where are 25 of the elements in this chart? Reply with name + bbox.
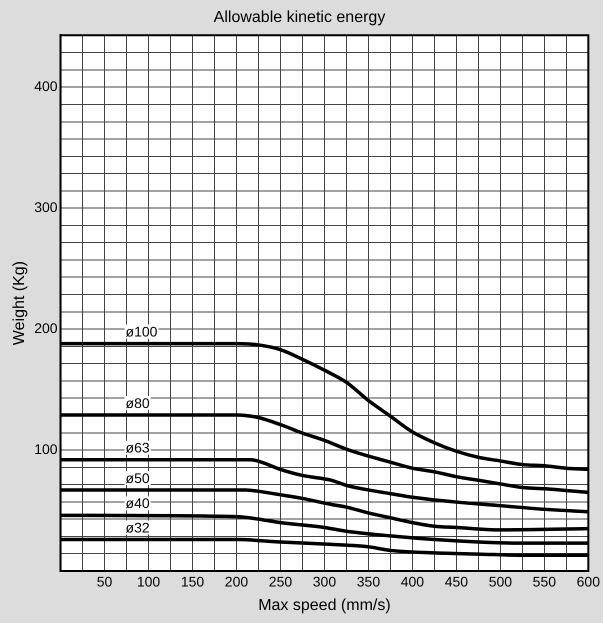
x-tick-label: 450 [444,573,468,590]
y-tick-label: 400 [34,78,58,94]
y-tick-label: 100 [34,440,58,457]
series-label: ø63 [126,440,150,456]
series-label: ø32 [126,519,150,536]
x-tick-label: 300 [312,573,336,590]
x-tick-label: 600 [576,573,600,590]
x-tick-label: 500 [488,573,512,590]
x-axis-title: Max speed (mm/s) [258,596,391,614]
x-tick-label: 200 [224,573,248,590]
y-tick-label: 300 [34,199,58,216]
series-label: ø40 [126,495,150,512]
x-tick-label: 150 [180,573,204,590]
y-axis-title: Weight (Kg) [11,261,28,346]
x-tick-label: 350 [356,573,380,590]
series-label: ø80 [126,394,150,411]
series-label: ø50 [126,470,150,486]
x-tick-label: 100 [136,573,160,590]
x-tick-label: 400 [400,573,424,590]
x-tick-label: 50 [96,573,113,590]
series-label: ø100 [126,323,158,340]
y-tick-label: 200 [34,320,58,336]
chart-title: Allowable kinetic energy [214,9,386,26]
x-tick-label: 550 [532,573,556,590]
x-tick-label: 250 [268,573,292,590]
